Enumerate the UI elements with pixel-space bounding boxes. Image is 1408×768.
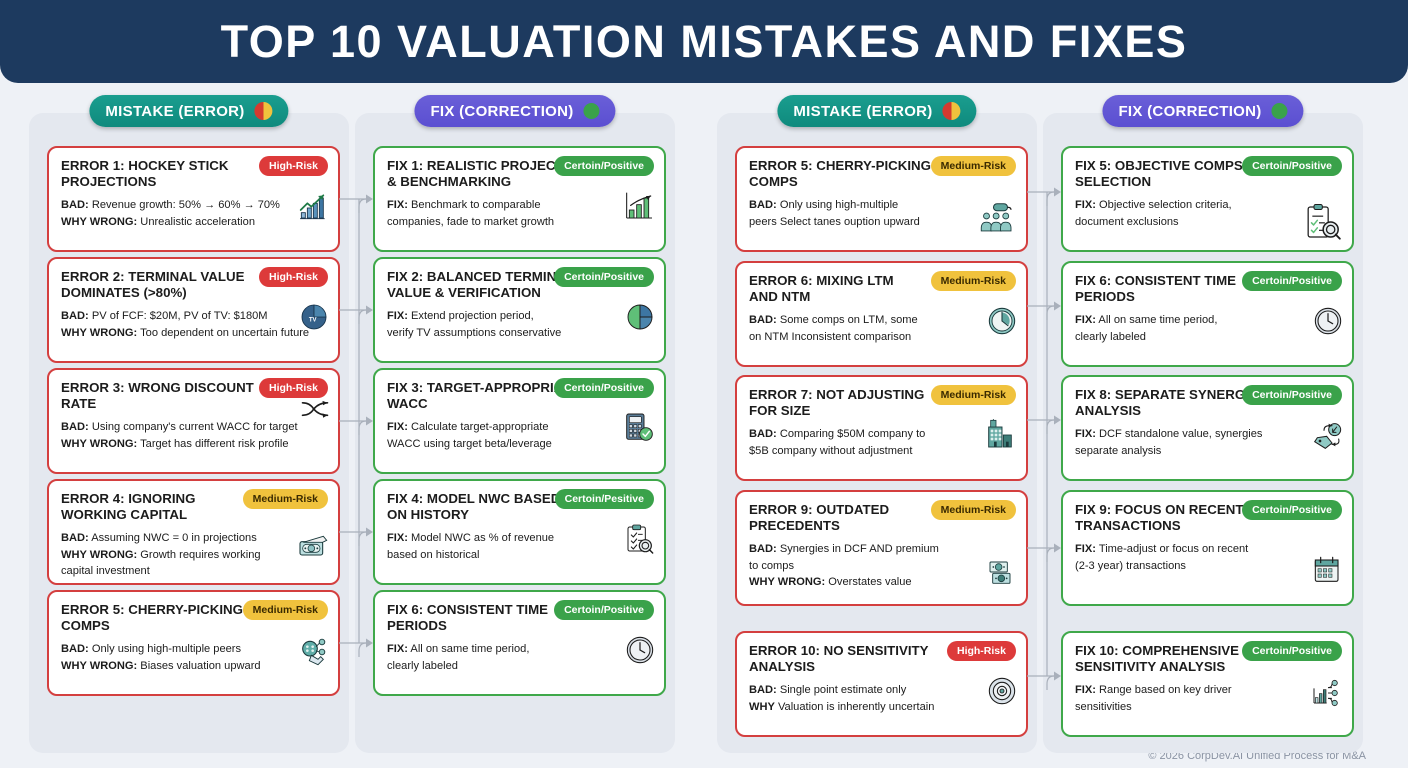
svg-text:TV: TV xyxy=(309,318,317,324)
